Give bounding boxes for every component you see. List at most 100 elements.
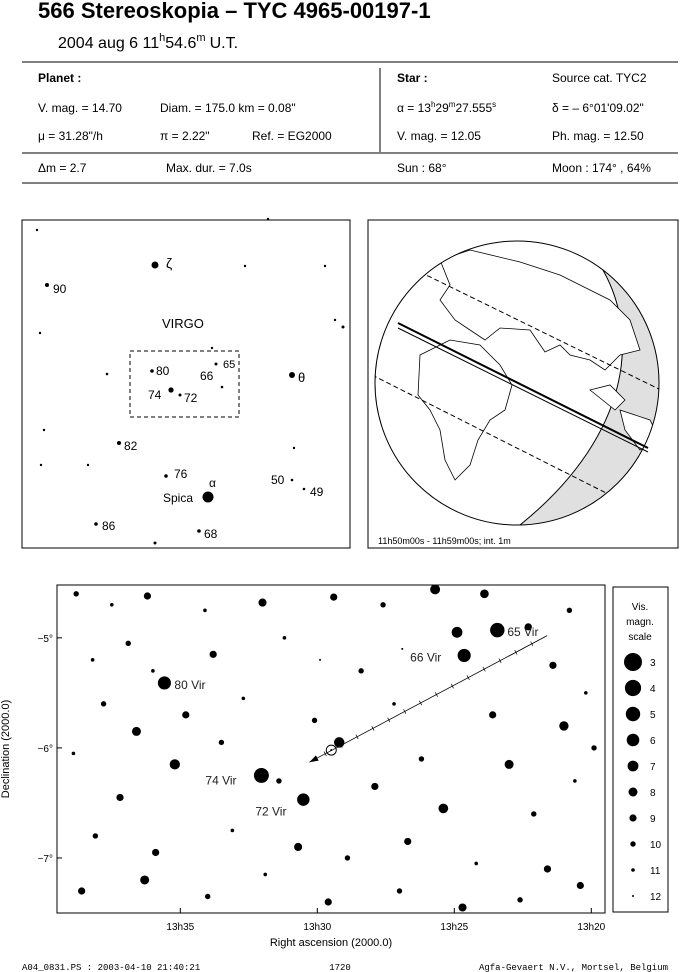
- globe-frame: [367, 219, 679, 549]
- finder-label: θ: [298, 370, 305, 385]
- sup: m: [196, 32, 205, 44]
- globe-caption: 11h50m00s - 11h59m00s; int. 1m: [378, 536, 511, 546]
- finder-label: 74: [148, 388, 162, 402]
- path-center: [397, 327, 649, 453]
- star: [549, 661, 557, 669]
- finder-label: 90: [53, 282, 67, 296]
- star: [559, 721, 569, 731]
- path-limit: [375, 374, 621, 501]
- star: [438, 803, 449, 814]
- info: Diam. = 175.0 km = 0.08": [160, 101, 296, 115]
- date-main: 2004 aug 6 11: [58, 35, 159, 52]
- path-arrow: [309, 755, 319, 763]
- star: [209, 650, 217, 658]
- legend-star: [631, 868, 635, 872]
- continent: [589, 384, 626, 411]
- finder-label: Spica: [163, 491, 193, 505]
- footer-center: 1720: [329, 963, 351, 972]
- continent: [417, 339, 513, 481]
- star: [517, 897, 523, 903]
- info: μ = 31.28"/h: [38, 129, 103, 143]
- ra: 27.555: [455, 101, 492, 115]
- finder-label: 72: [184, 391, 198, 405]
- star: [169, 759, 180, 770]
- path-limit: [419, 271, 659, 393]
- star: [584, 691, 588, 695]
- star: [531, 811, 537, 817]
- path-tick: [450, 683, 454, 689]
- info: π = 2.22": [160, 129, 210, 143]
- star: [45, 283, 49, 287]
- finder-label: α: [209, 476, 216, 490]
- legend-star: [624, 679, 642, 697]
- star: [576, 881, 584, 890]
- star: [110, 603, 114, 607]
- star: [392, 702, 396, 706]
- finder-label: 86: [102, 519, 116, 533]
- path-tick: [387, 717, 391, 723]
- star: [323, 264, 327, 268]
- named-star: [253, 767, 269, 783]
- path-tick: [434, 692, 438, 697]
- legend-title: magn.: [626, 617, 654, 628]
- x-tick-label: 13h30: [303, 922, 331, 933]
- info: Star :: [397, 71, 428, 85]
- star: [418, 756, 425, 762]
- finder-label: ζ: [166, 255, 172, 271]
- path-tick: [530, 641, 534, 647]
- path-tick: [323, 751, 327, 757]
- named-star: [297, 793, 310, 806]
- star: [143, 592, 152, 600]
- star: [100, 701, 107, 707]
- sup: h: [431, 100, 435, 109]
- finder-stars: [35, 217, 345, 545]
- star: [401, 647, 404, 650]
- star: [458, 903, 467, 912]
- star: [489, 711, 497, 719]
- star: [210, 346, 214, 350]
- sup: s: [492, 100, 496, 109]
- star-label: 74 Vir: [205, 773, 236, 787]
- finder-label: 49: [310, 485, 324, 499]
- info: V. mag. = 12.05: [397, 129, 481, 143]
- info: Ph. mag. = 12.50: [552, 129, 644, 143]
- legend-label: 6: [650, 736, 656, 747]
- legend-star: [627, 760, 639, 772]
- star: [42, 428, 46, 432]
- star: [371, 782, 379, 791]
- star: [105, 372, 109, 376]
- named-star: [490, 622, 505, 638]
- star: [241, 696, 246, 701]
- x-tick-label: 13h35: [166, 922, 194, 933]
- path-center: [397, 322, 649, 449]
- y-tick-label: −5°: [38, 634, 53, 645]
- info: Planet :: [38, 71, 81, 85]
- star: [341, 325, 345, 329]
- time-system: U.T.: [210, 35, 238, 52]
- star: [319, 658, 322, 661]
- star: [243, 264, 247, 268]
- legend-label: 10: [650, 840, 662, 851]
- info: Sun : 68°: [397, 161, 447, 175]
- star: [202, 491, 214, 503]
- legend-frame: [612, 586, 669, 913]
- star: [214, 362, 218, 366]
- finder-label: 80: [156, 364, 170, 378]
- finder-frame: [21, 219, 351, 549]
- chart-frame: [56, 584, 606, 914]
- path-tick: [419, 700, 423, 706]
- info: Ref. = EG2000: [252, 129, 332, 143]
- star: [220, 385, 224, 389]
- finder-label: 68: [204, 527, 218, 541]
- info: α = 13h29m27.555s: [397, 100, 496, 115]
- finder-label: VIRGO: [162, 316, 204, 331]
- y-tick-label: −7°: [38, 854, 53, 865]
- star: [302, 487, 306, 491]
- sup: m: [449, 100, 456, 109]
- x-axis-label: Right ascension (2000.0): [270, 937, 392, 949]
- legend-label: 7: [650, 762, 656, 773]
- legend-star: [629, 814, 637, 822]
- star: [324, 898, 332, 906]
- star: [197, 529, 201, 533]
- star: [289, 372, 295, 378]
